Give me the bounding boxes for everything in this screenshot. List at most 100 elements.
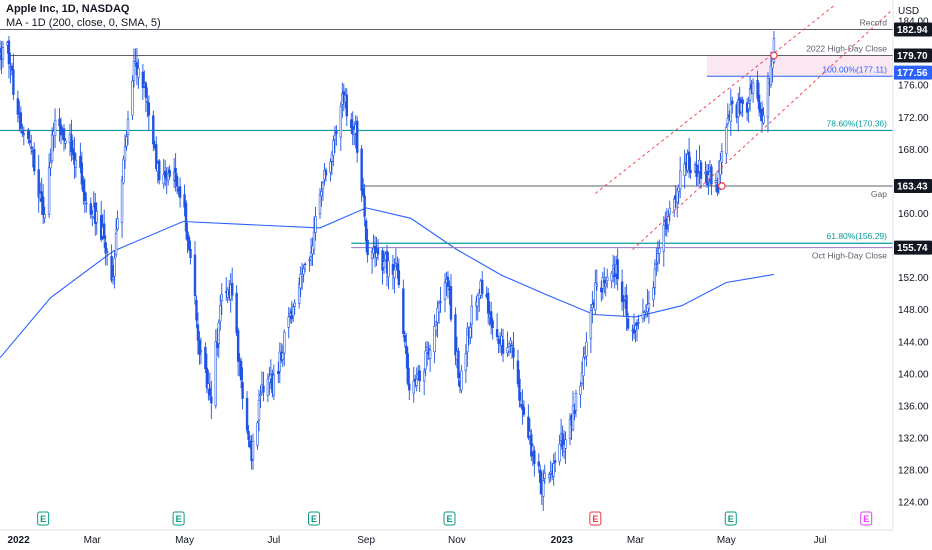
event-badge-letter: E	[728, 514, 734, 524]
candle-body	[123, 146, 127, 161]
candle-body	[70, 134, 73, 153]
candle-body	[126, 118, 130, 135]
candle-body	[158, 160, 161, 181]
candle	[439, 286, 442, 313]
candle-body	[549, 471, 552, 474]
candle	[105, 248, 109, 266]
indicator-legend[interactable]: MA - 1D (200, close, 0, SMA, 5)	[6, 17, 161, 29]
candle-body	[207, 383, 210, 390]
candle	[653, 259, 657, 296]
candle	[16, 90, 20, 123]
candle	[178, 177, 182, 208]
candle	[751, 78, 755, 103]
candle	[528, 418, 532, 445]
candle-body	[277, 370, 280, 374]
candle	[187, 234, 191, 252]
candle-body	[516, 360, 520, 385]
candle	[501, 328, 505, 363]
candle-body	[655, 263, 658, 265]
candle	[40, 177, 43, 216]
candle-body	[183, 194, 186, 208]
candle	[552, 453, 555, 486]
candle-body	[527, 416, 530, 438]
candle	[199, 337, 203, 365]
candle	[320, 181, 323, 207]
candle-body	[678, 170, 682, 190]
candle-body	[402, 288, 405, 334]
price-label-box-4	[894, 240, 932, 255]
candle	[428, 344, 432, 373]
candle	[558, 434, 561, 466]
candle	[7, 35, 11, 79]
price-label-1: 179.70	[897, 51, 928, 62]
candle-body	[673, 199, 676, 211]
candle-body	[164, 170, 167, 178]
candle	[595, 269, 599, 291]
candle-body	[355, 120, 359, 153]
event-badge-box	[37, 511, 50, 526]
candle-body	[292, 306, 295, 317]
candle	[238, 353, 241, 377]
price-axis[interactable]: 124.00 128.00 132.00 136.00 140.00 144.00 148.…	[892, 0, 932, 530]
candle-body	[574, 393, 578, 411]
candle	[675, 187, 679, 218]
candle-body	[547, 474, 551, 479]
candle	[716, 177, 719, 197]
marker-circle-0	[770, 51, 778, 60]
candle-body	[110, 255, 113, 281]
candle	[189, 240, 192, 265]
candle	[158, 158, 161, 185]
candle	[113, 250, 116, 289]
candle-body	[683, 163, 686, 176]
candle-body	[73, 152, 76, 165]
candle-body	[769, 65, 773, 85]
candle	[79, 142, 82, 174]
candle	[104, 235, 107, 266]
candle-body	[111, 277, 115, 280]
candle	[126, 110, 130, 145]
symbol-legend[interactable]: Apple Inc, 1D, NASDAQ	[6, 3, 130, 15]
price-label-box-2	[894, 65, 932, 80]
candle-body	[350, 119, 353, 128]
time-axis[interactable]: 2022 Mar May Jul Sep Nov 2023 Mar May Jul	[0, 529, 893, 546]
candle-body	[481, 280, 484, 294]
candle	[281, 344, 284, 367]
candle-body	[321, 182, 325, 190]
candle	[509, 337, 512, 354]
candle	[141, 64, 145, 100]
candle	[217, 319, 220, 358]
candle	[330, 150, 334, 176]
candle-body	[582, 357, 585, 377]
candle-body	[424, 350, 427, 370]
candle-body	[59, 124, 63, 136]
candle	[549, 460, 552, 482]
candle	[241, 367, 244, 410]
candle	[345, 88, 348, 127]
candle	[207, 369, 210, 401]
candle-body	[464, 353, 468, 372]
candle	[757, 82, 761, 117]
candle	[547, 472, 551, 484]
price-label-4: 155.74	[897, 243, 928, 254]
candle	[408, 367, 411, 401]
candle	[655, 247, 658, 276]
candle-body	[193, 254, 197, 297]
candle	[248, 435, 252, 449]
candle-body	[122, 158, 125, 184]
candle-body	[259, 393, 262, 396]
candle-body	[50, 134, 54, 161]
event-badge-box	[724, 511, 737, 526]
candle	[355, 116, 359, 163]
candle	[262, 371, 265, 402]
candle	[152, 110, 155, 152]
candle-body	[552, 463, 555, 477]
candle	[522, 400, 526, 417]
candle-body	[281, 352, 284, 360]
candle	[527, 404, 530, 441]
candle-body	[266, 378, 270, 396]
candle-body	[71, 148, 75, 156]
candle	[37, 154, 40, 213]
candle	[762, 107, 765, 125]
